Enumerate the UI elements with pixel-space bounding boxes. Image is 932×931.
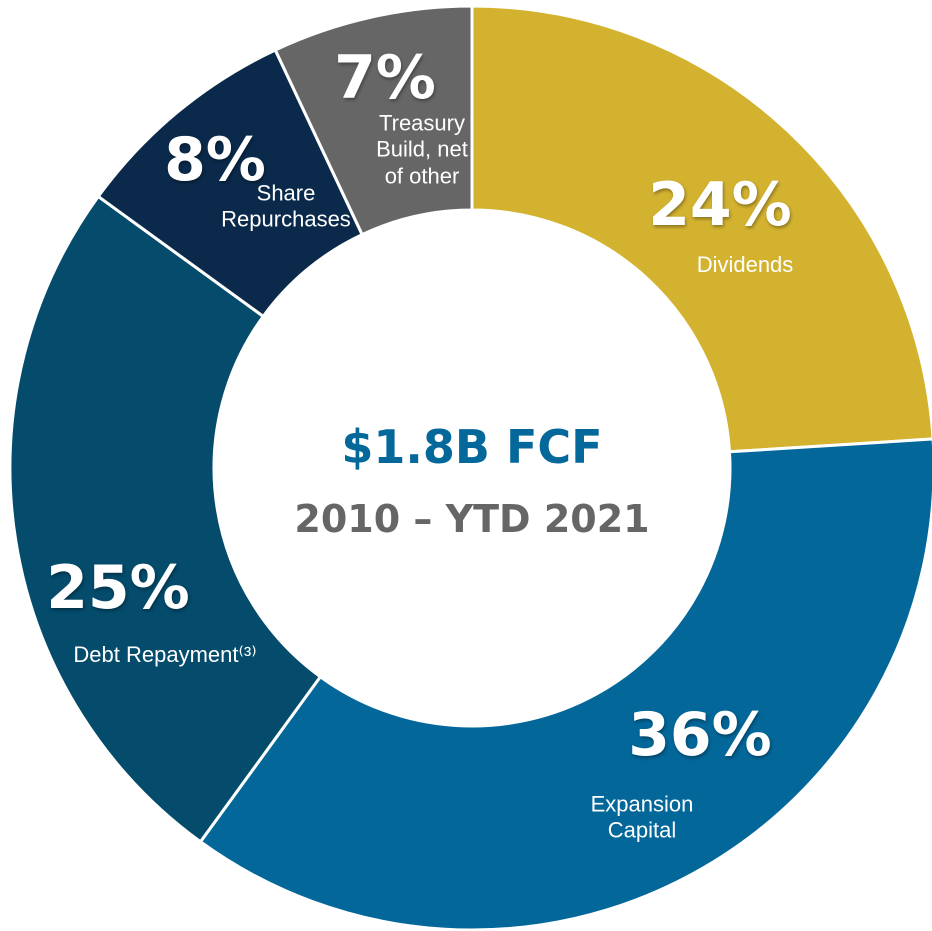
- category-label: Share Repurchases: [221, 180, 351, 232]
- value-label: 36%: [628, 700, 772, 770]
- category-label: Dividends: [696, 251, 794, 277]
- value-label: 8%: [164, 125, 266, 195]
- slice: [470, 4, 932, 454]
- value-label: 25%: [46, 553, 190, 623]
- slice: [273, 4, 474, 237]
- chart-title: $1.8B FCF: [341, 420, 603, 474]
- value-label: 7%: [334, 43, 436, 113]
- slice: [198, 437, 932, 931]
- value-label: 24%: [648, 170, 792, 240]
- chart-subtitle: 2010 – YTD 2021: [294, 497, 650, 541]
- category-label: Debt Repayment⁽³⁾: [73, 641, 257, 667]
- category-label: Expansion Capital: [590, 791, 694, 843]
- category-label: Treasury Build, net of other: [376, 110, 468, 189]
- slice: [8, 194, 323, 844]
